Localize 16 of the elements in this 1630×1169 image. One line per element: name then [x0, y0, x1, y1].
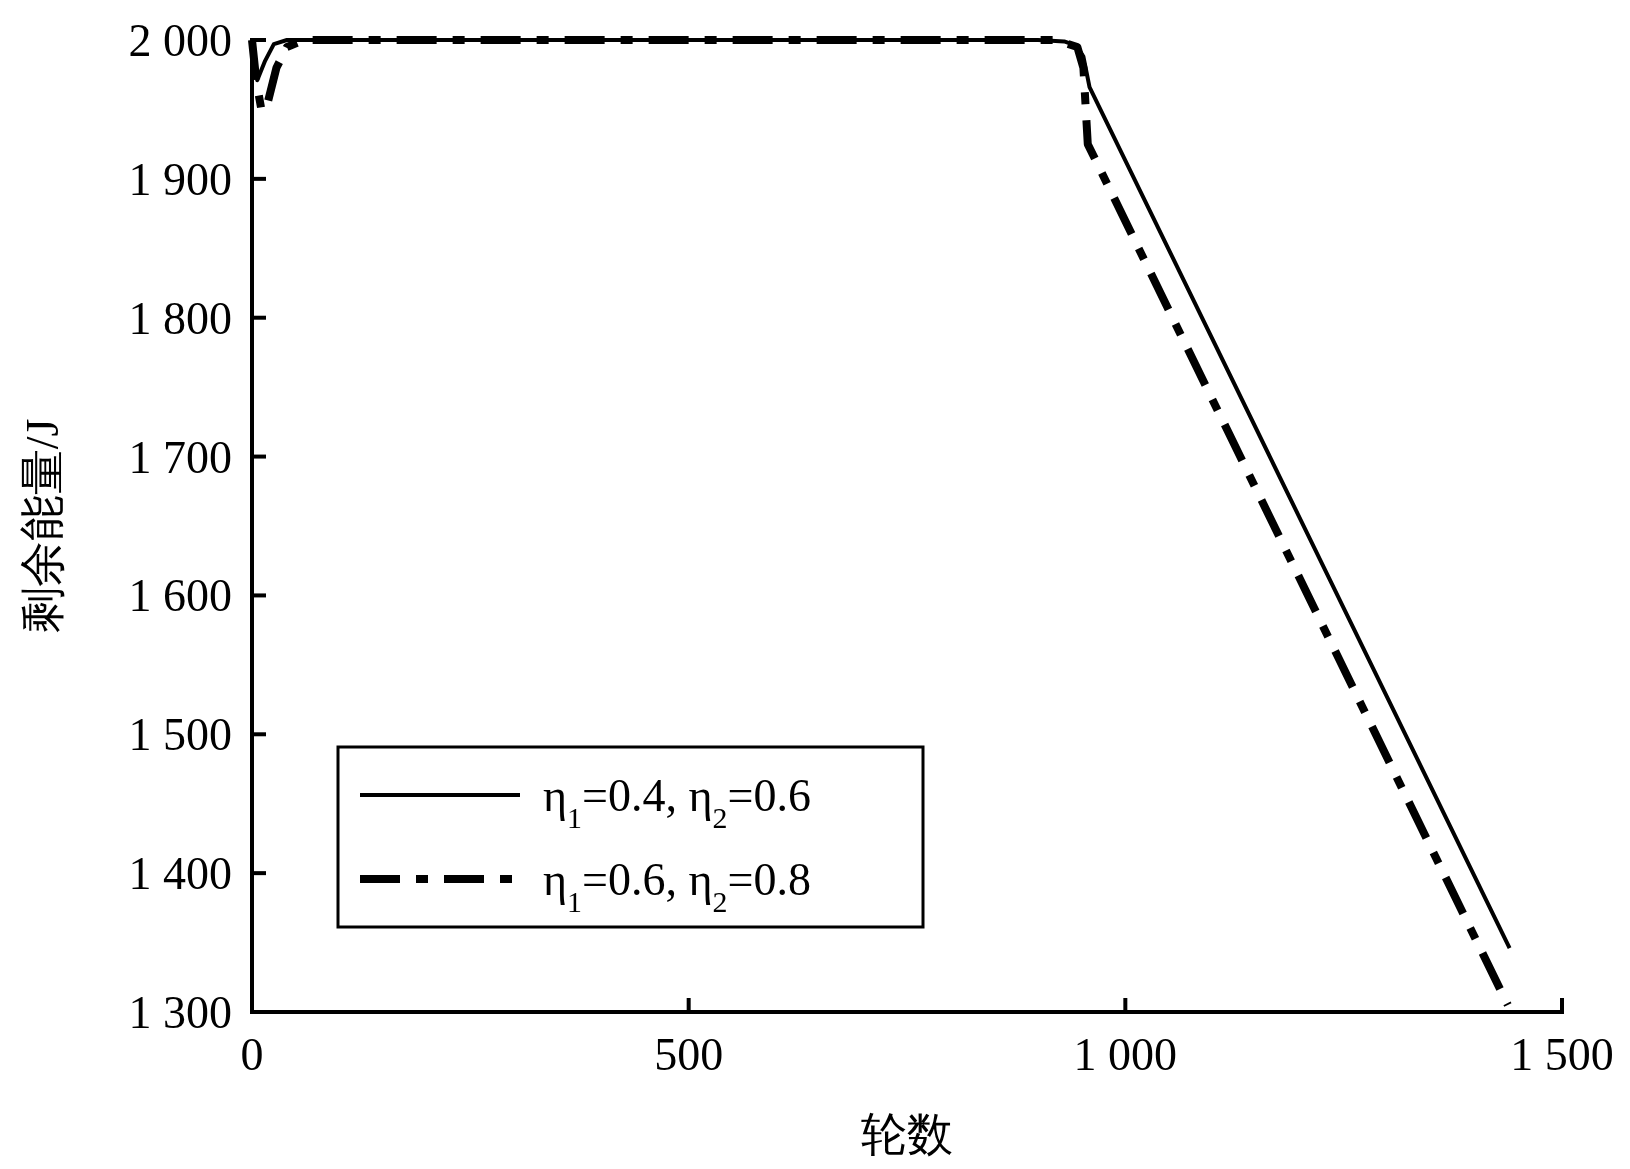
- y-tick-label: 1 300: [128, 987, 232, 1038]
- y-axis-title: 剩余能量/J: [17, 418, 68, 634]
- x-tick-label: 1 000: [1073, 1029, 1178, 1080]
- x-tick-label: 500: [654, 1029, 724, 1080]
- y-tick-label: 1 800: [128, 292, 232, 344]
- x-axis-title: 轮数: [861, 1109, 953, 1160]
- y-tick-label: 1 700: [128, 431, 232, 483]
- y-tick-label: 1 500: [128, 709, 232, 761]
- legend-label: η$_{1}$=0.6, η$_{2}$=0.8: [543, 854, 811, 918]
- x-tick-label: 1 500: [1510, 1029, 1614, 1080]
- y-tick-label: 1 900: [128, 153, 232, 205]
- y-tick-label: 1 400: [128, 848, 232, 900]
- legend-label: η$_{1}$=0.4, η$_{2}$=0.6: [543, 770, 811, 834]
- y-tick-label: 1 600: [128, 570, 232, 622]
- y-tick-label: 2 000: [128, 15, 232, 66]
- x-tick-label: 0: [240, 1029, 264, 1080]
